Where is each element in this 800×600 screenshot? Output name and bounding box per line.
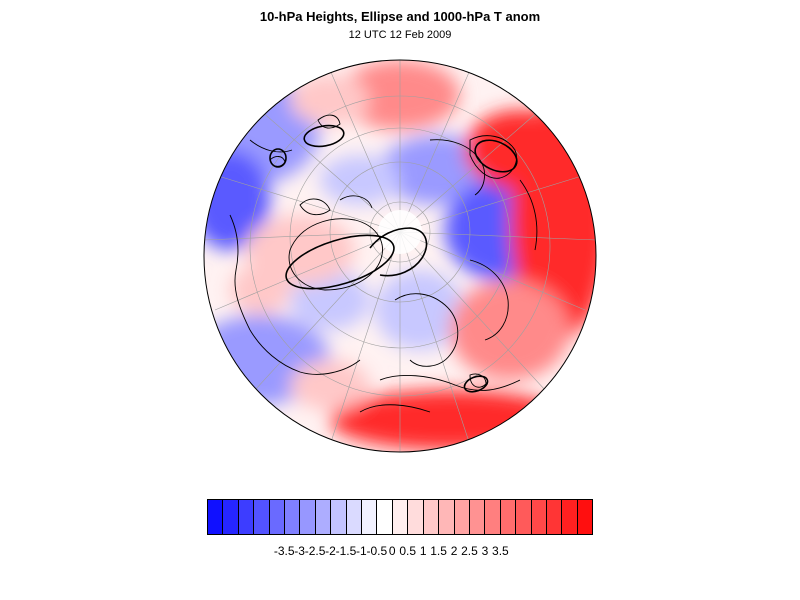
colorbar-cell (454, 500, 470, 534)
colorbar-cell (362, 500, 378, 534)
warm-anomaly-northeast (465, 110, 575, 190)
colorbar-cell (300, 500, 316, 534)
colorbar-cell (516, 500, 532, 534)
warm-anomaly-north-left (290, 75, 370, 125)
height-contour-small-west (269, 148, 287, 168)
colorbar-cell (531, 500, 547, 534)
colorbar-cell (408, 500, 424, 534)
vortex-ellipse-main (285, 234, 395, 290)
colorbar-cell (562, 500, 578, 534)
colorbar-label: 2.5 (461, 544, 478, 558)
colorbar-cell (423, 500, 440, 534)
cold-anomaly-south-central (375, 270, 465, 350)
colorbar-label: -3.5 (273, 544, 295, 558)
colorbar-cell (269, 500, 286, 534)
polar-cap (378, 210, 422, 254)
colorbar-cell (485, 500, 501, 534)
colorbar-cell (377, 500, 393, 534)
vortex-contour-pole (369, 227, 428, 277)
cold-anomaly-arctic (320, 155, 400, 205)
graticule (204, 60, 596, 452)
colorbar-label: -2 (325, 544, 336, 558)
colorbar-cell (223, 500, 239, 534)
colorbar-label: -3 (294, 544, 305, 558)
colorbar-cell (469, 500, 486, 534)
colorbar-label: 2 (450, 544, 458, 558)
colorbar-cell (285, 500, 301, 534)
colorbar-cell (392, 500, 409, 534)
warm-anomaly-south (290, 360, 370, 410)
colorbar-label: -1.5 (335, 544, 357, 558)
colorbar-cell (208, 500, 224, 534)
colorbar-label: -2.5 (304, 544, 326, 558)
colorbar-label: 1 (419, 544, 427, 558)
colorbar-label: -0.5 (366, 544, 388, 558)
colorbar (207, 499, 593, 535)
cold-anomaly-central (290, 270, 370, 330)
chart-subtitle: 12 UTC 12 Feb 2009 (348, 29, 452, 41)
colorbar-label: 3.5 (492, 544, 509, 558)
globe-outline (203, 59, 597, 453)
colorbar-cell (346, 500, 363, 534)
colorbar-cell (546, 500, 563, 534)
colorbar-cell (577, 500, 593, 534)
colorbar-label: -1 (356, 544, 367, 558)
colorbar-label: 0.5 (399, 544, 417, 558)
colorbar-cell (439, 500, 455, 534)
colorbar-label: 0 (388, 544, 396, 558)
colorbar-cell (331, 500, 347, 534)
colorbar-label: 1.5 (430, 544, 447, 558)
height-contour-north (303, 124, 345, 148)
anomaly-field (204, 60, 596, 452)
colorbar-cell (254, 500, 270, 534)
colorbar-label: 3 (481, 544, 489, 558)
warm-anomaly-west-central (230, 265, 290, 315)
colorbar-labels: -3.5 -3 -2.5 -2 -1.5 -1 -0.5 0 0.5 1 1.5 2 2.5 3 3.5 (0, 544, 800, 560)
height-contour-south (463, 375, 489, 393)
height-contour-northeast (474, 139, 518, 173)
colorbar-cell (238, 500, 255, 534)
chart-title: 10-hPa Heights, Ellipse and 1000-hPa T a… (259, 9, 541, 24)
vortex-ellipses (269, 124, 518, 393)
colorbar-cell (500, 500, 517, 534)
warm-anomaly-southeast (450, 280, 570, 380)
colorbar-cell (315, 500, 332, 534)
